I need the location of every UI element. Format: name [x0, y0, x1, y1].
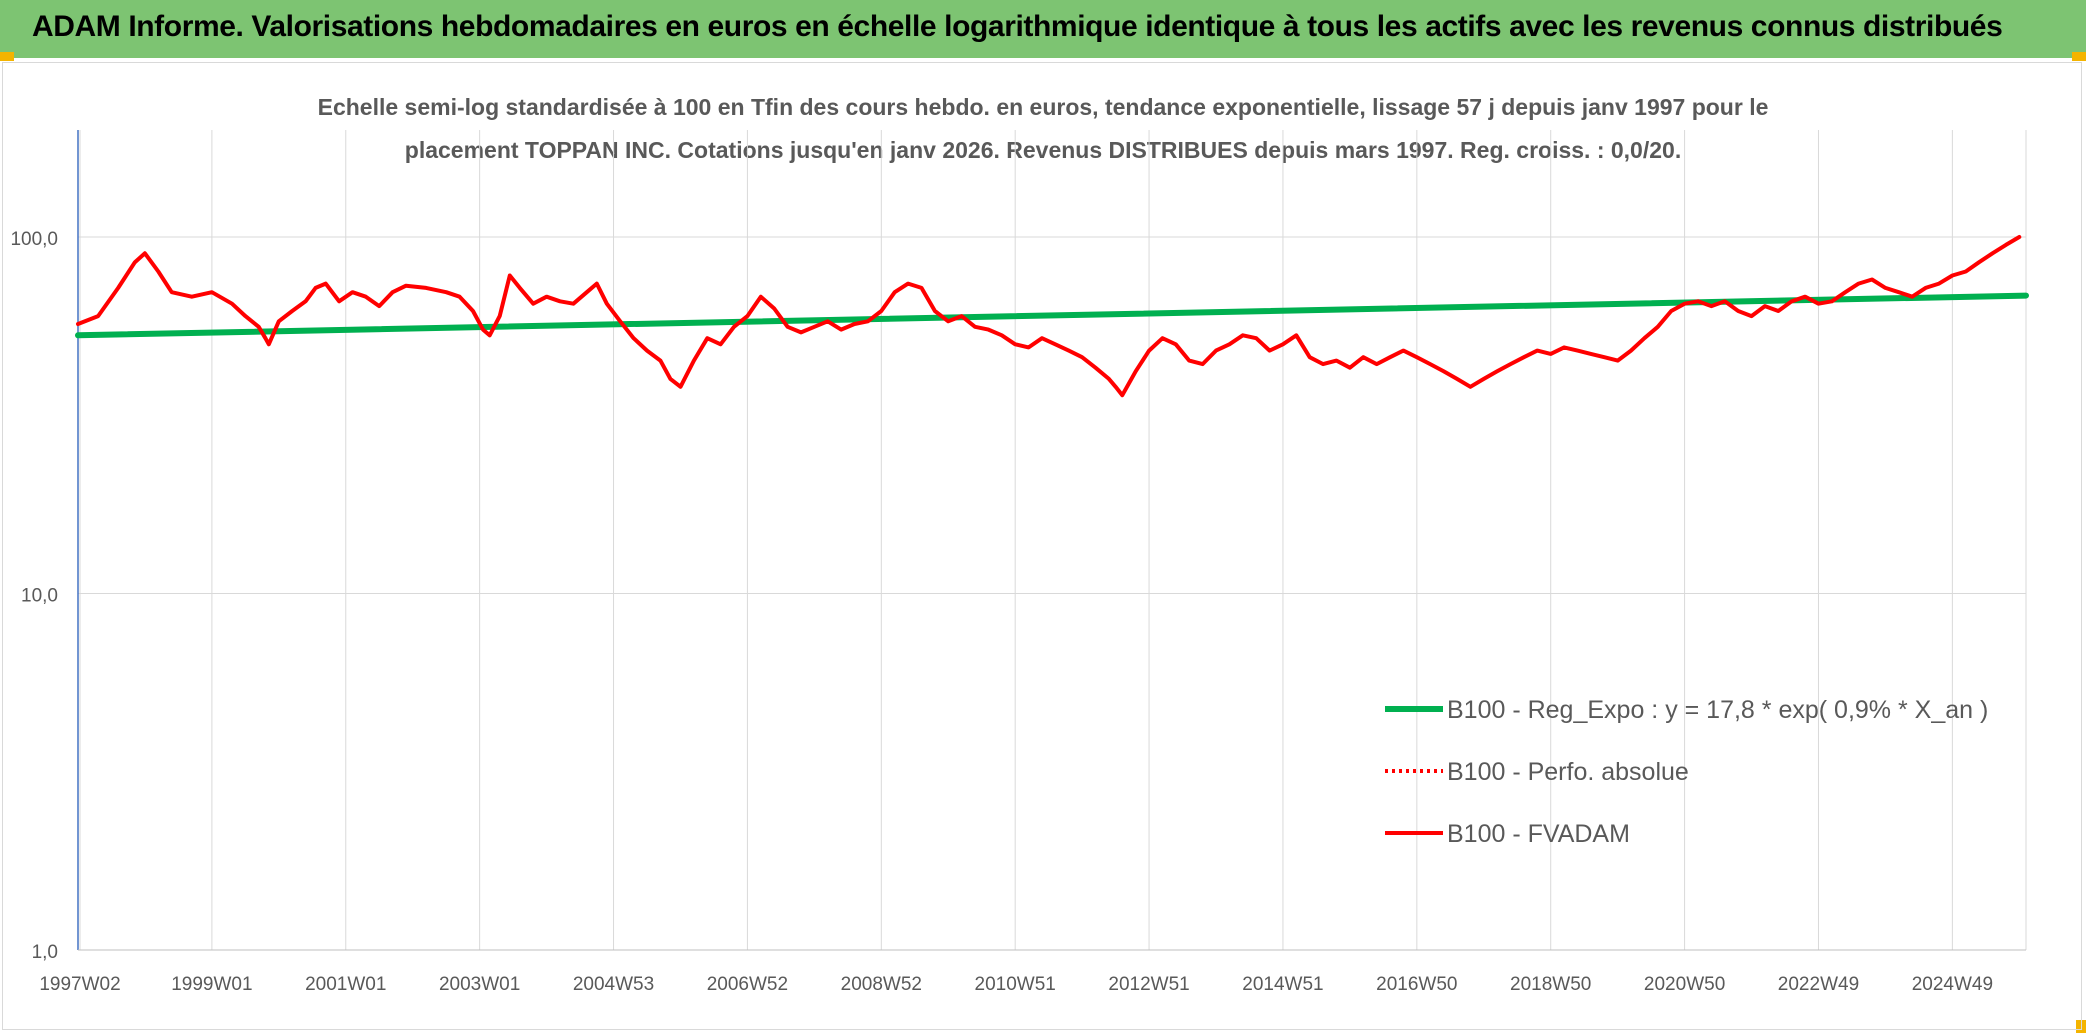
x-tick-label: 2003W01: [439, 974, 520, 995]
corner-accent-top-right: [2072, 52, 2086, 61]
x-tick-label: 2018W50: [1510, 974, 1591, 995]
corner-accent-top-left: [0, 52, 14, 61]
x-tick-label: 2022W49: [1778, 974, 1859, 995]
chart-title-line: Echelle semi-log standardisée à 100 en T…: [318, 94, 1769, 120]
chart-title-line: placement TOPPAN INC. Cotations jusqu'en…: [405, 137, 1681, 163]
x-tick-label: 2012W51: [1108, 974, 1189, 995]
x-tick-label: 1999W01: [171, 974, 252, 995]
x-tick-label: 2008W52: [841, 974, 922, 995]
x-tick-label: 2001W01: [305, 974, 386, 995]
x-tick-label: 1997W02: [39, 974, 120, 995]
x-tick-label: 2010W51: [975, 974, 1056, 995]
chart-frame: [2, 62, 2082, 1030]
report-title: ADAM Informe. Valorisations hebdomadaire…: [32, 10, 2003, 43]
x-tick-label: 2024W49: [1912, 974, 1993, 995]
x-tick-label: 2016W50: [1376, 974, 1457, 995]
x-tick-label: 2014W51: [1242, 974, 1323, 995]
x-tick-label: 2006W52: [707, 974, 788, 995]
x-tick-label: 2020W50: [1644, 974, 1725, 995]
y-tick-label: 1,0: [32, 942, 58, 963]
legend-label: B100 - FVADAM: [1447, 820, 1630, 848]
legend-label: B100 - Perfo. absolue: [1447, 758, 1689, 786]
fvadam-line: [76, 235, 2022, 398]
x-tick-label: 2004W53: [573, 974, 654, 995]
report-header-bar: ADAM Informe. Valorisations hebdomadaire…: [0, 0, 2086, 58]
legend-label: B100 - Reg_Expo : y = 17,8 * exp( 0,9% *…: [1447, 696, 1988, 724]
y-tick-label: 100,0: [10, 229, 58, 250]
y-tick-label: 10,0: [21, 586, 58, 607]
